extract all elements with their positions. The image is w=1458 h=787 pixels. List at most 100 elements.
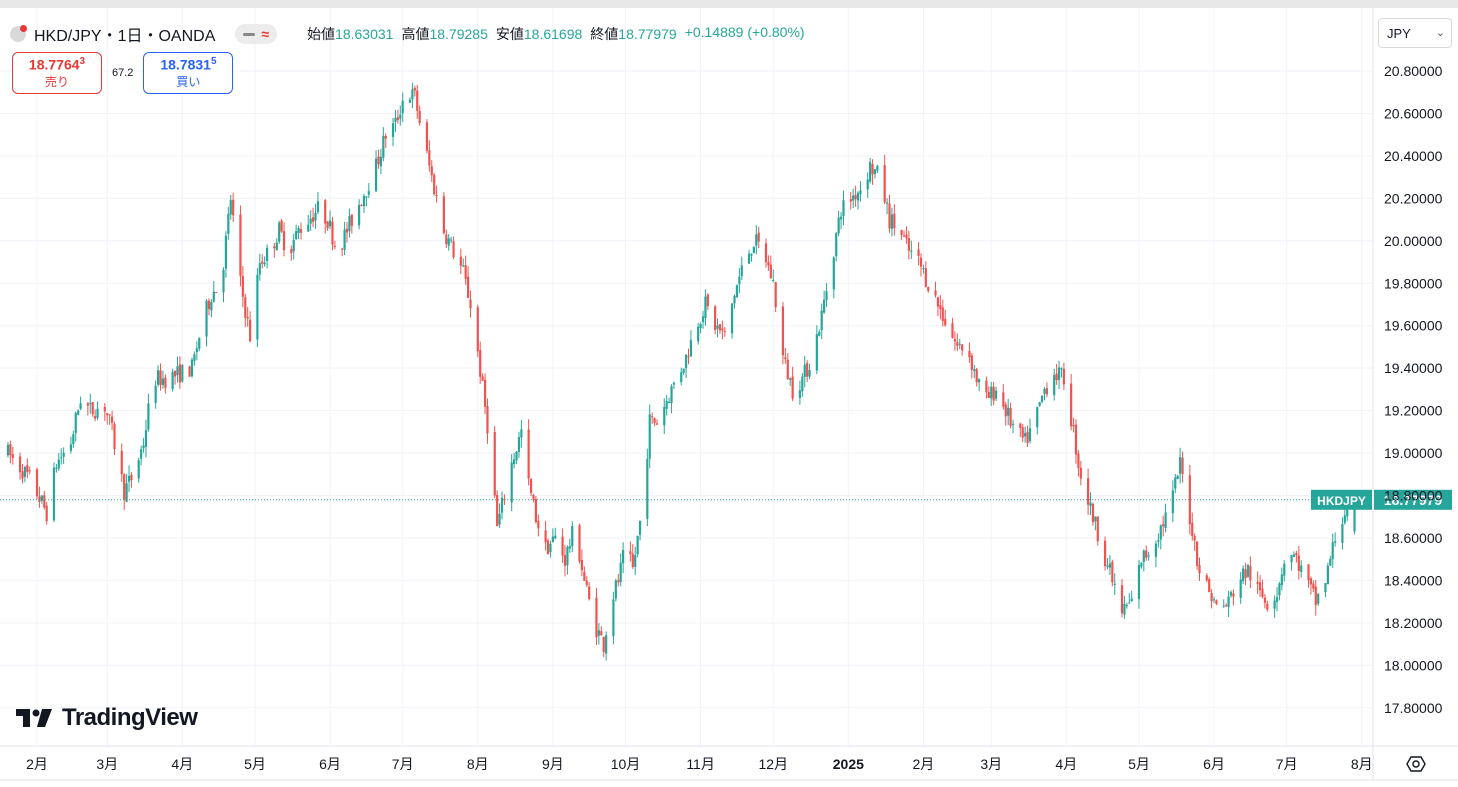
candle-body xyxy=(842,200,845,216)
candle-body xyxy=(583,571,586,581)
sell-price: 18.77643 xyxy=(29,56,85,73)
candle-body xyxy=(1111,561,1114,583)
candle-body xyxy=(295,231,298,240)
candle-body xyxy=(510,462,513,503)
candle-body xyxy=(362,196,366,207)
candle-body xyxy=(408,99,412,103)
candle-body xyxy=(621,550,625,564)
buy-button[interactable]: 18.78315 買い xyxy=(143,52,234,94)
candle-body xyxy=(934,290,937,296)
candle-body xyxy=(1239,579,1242,598)
candle-body xyxy=(917,249,920,256)
candle-body xyxy=(1174,477,1177,489)
candle-body xyxy=(425,122,429,151)
y-tick-label: 20.00000 xyxy=(1384,233,1443,249)
candle-body xyxy=(164,377,167,388)
sell-price-main: 18.7764 xyxy=(28,56,80,73)
candle-body xyxy=(212,291,215,302)
candle-body xyxy=(1295,553,1298,556)
candle-body xyxy=(883,165,886,203)
candle-body xyxy=(837,217,840,234)
candle-body xyxy=(1273,600,1276,609)
candle-body xyxy=(663,406,666,426)
candle-body xyxy=(1242,568,1245,582)
candle-body xyxy=(527,429,530,479)
candle-body xyxy=(224,235,228,269)
candle-body xyxy=(108,414,111,416)
candle-body xyxy=(568,546,571,549)
x-tick-label: 5月 xyxy=(1128,756,1150,772)
currency-unit-select[interactable]: JPY ⌄ xyxy=(1378,18,1452,48)
candle-body xyxy=(648,414,651,459)
candle-body xyxy=(1222,605,1225,607)
candle-body xyxy=(227,213,230,234)
x-tick-label: 12月 xyxy=(758,756,788,772)
candle-body xyxy=(365,196,368,198)
candle-body xyxy=(764,243,768,263)
candle-body xyxy=(316,201,320,213)
indicator-toggle[interactable]: ≈ xyxy=(235,24,278,44)
x-tick-label: 5月 xyxy=(244,756,266,772)
candle-body xyxy=(651,416,654,418)
candle-body xyxy=(326,221,329,229)
sell-button[interactable]: 18.77643 売り xyxy=(12,52,102,94)
candle-body xyxy=(479,350,482,377)
candle-body xyxy=(1077,453,1080,468)
candle-body xyxy=(23,466,26,477)
y-tick-label: 20.60000 xyxy=(1384,105,1443,121)
candle-body xyxy=(629,551,632,554)
candle-body xyxy=(396,117,399,121)
candle-body xyxy=(924,268,927,287)
candle-body xyxy=(532,495,535,500)
candle-body xyxy=(907,238,910,251)
tradingview-logo[interactable]: TradingView xyxy=(16,704,198,732)
candle-body xyxy=(28,470,31,472)
candle-body xyxy=(1246,564,1250,577)
candle-body xyxy=(820,310,823,331)
close-label: 終値 xyxy=(590,26,619,42)
candle-body xyxy=(198,337,201,349)
candle-body xyxy=(919,257,923,267)
candle-body xyxy=(815,334,818,371)
minus-icon xyxy=(243,32,256,36)
candle-body xyxy=(113,423,116,450)
candle-body xyxy=(1244,569,1247,579)
candle-body xyxy=(307,224,310,232)
candle-body xyxy=(374,158,378,192)
candle-body xyxy=(273,246,276,249)
chart-header: HKD/JPY・1日・OANDA ≈ 始値18.63031 高値18.79285… xyxy=(10,20,805,48)
candle-body xyxy=(1106,565,1109,567)
candle-body xyxy=(450,239,453,241)
y-tick-label: 18.40000 xyxy=(1384,572,1443,588)
x-tick-label: 4月 xyxy=(1055,756,1077,772)
symbol-tag-label: HKDJPY xyxy=(1317,494,1366,508)
candle-body xyxy=(1229,592,1233,596)
candle-body xyxy=(978,379,981,383)
candle-body xyxy=(1028,428,1032,442)
candle-body xyxy=(990,386,993,399)
candle-body xyxy=(619,562,622,583)
candle-body xyxy=(808,369,811,377)
y-tick-label: 19.00000 xyxy=(1384,445,1443,461)
candle-body xyxy=(1314,586,1317,606)
settings-icon[interactable] xyxy=(1406,754,1426,774)
buy-price: 18.78315 xyxy=(160,56,216,73)
candle-body xyxy=(866,179,869,190)
candle-body xyxy=(1283,563,1286,576)
candle-body xyxy=(580,560,584,571)
candle-body xyxy=(752,246,755,254)
candle-body xyxy=(476,307,479,352)
candle-body xyxy=(96,408,99,418)
candle-body xyxy=(665,401,668,409)
x-tick-label: 2月 xyxy=(913,756,935,772)
candle-body xyxy=(740,265,743,277)
candle-body xyxy=(377,156,380,165)
candle-body xyxy=(961,344,964,351)
candle-body xyxy=(958,343,961,345)
candle-body xyxy=(341,248,344,250)
symbol-title[interactable]: HKD/JPY・1日・OANDA xyxy=(34,28,216,45)
candle-body xyxy=(239,214,242,276)
high-label: 高値 xyxy=(401,26,430,42)
candles xyxy=(6,82,1356,661)
